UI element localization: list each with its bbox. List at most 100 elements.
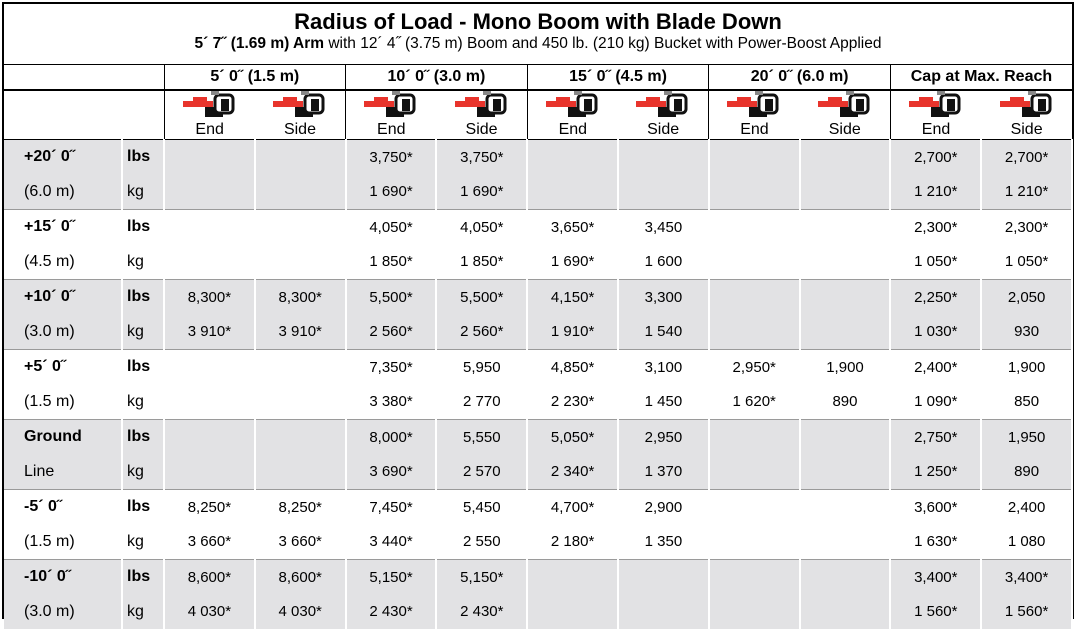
empty-cell [255, 140, 346, 175]
value-cell: 2,700* [981, 140, 1072, 175]
subtitle-bold: 5´ 7˝ (1.69 m) Arm [195, 35, 325, 52]
top [664, 91, 672, 95]
empty-cell [800, 315, 891, 350]
sub-header: Side [981, 90, 1072, 140]
value-cell: 1 370 [618, 455, 709, 490]
empty-cell [800, 560, 891, 595]
value-cell: 2,750* [890, 420, 981, 455]
value-cell: 3 910* [164, 315, 255, 350]
empty-cell [800, 420, 891, 455]
empty-cell [800, 280, 891, 315]
window [221, 99, 229, 111]
value-cell: 1 050* [890, 245, 981, 280]
group-header-row: 5´ 0˝ (1.5 m)10´ 0˝ (3.0 m)15´ 0˝ (4.5 m… [4, 65, 1072, 90]
row-label: Ground [4, 420, 122, 455]
arm [828, 97, 842, 101]
value-cell: 4,700* [527, 490, 618, 525]
value-cell: 1,950 [981, 420, 1072, 455]
unit-label: kg [122, 175, 164, 210]
value-cell: 2 430* [346, 595, 437, 629]
empty-cell [255, 350, 346, 385]
group-header: 10´ 0˝ (3.0 m) [346, 65, 528, 90]
sub-header: End [164, 90, 255, 140]
sub-header: Side [255, 90, 346, 140]
arm [465, 97, 479, 101]
header: Radius of Load - Mono Boom with Blade Do… [4, 4, 1072, 65]
sub-header: End [890, 90, 981, 140]
window [856, 99, 864, 111]
window [311, 99, 319, 111]
value-cell: 5,500* [346, 280, 437, 315]
machine-icon [907, 91, 965, 121]
value-cell: 2 560* [346, 315, 437, 350]
empty-cell [800, 175, 891, 210]
sub-header-label: End [709, 121, 799, 139]
empty-cell [255, 245, 346, 280]
value-cell: 1 050* [981, 245, 1072, 280]
value-cell: 5,550 [436, 420, 527, 455]
value-cell: 3,750* [346, 140, 437, 175]
row-label: -10´ 0˝ [4, 560, 122, 595]
value-cell: 1 690* [527, 245, 618, 280]
top [392, 91, 400, 95]
top [755, 91, 763, 95]
machine-icon [453, 91, 511, 121]
empty-cell [709, 315, 800, 350]
sub-header: Side [618, 90, 709, 140]
value-cell: 2,950 [618, 420, 709, 455]
unit-label: kg [122, 595, 164, 629]
value-cell: 8,300* [164, 280, 255, 315]
unit-label: lbs [122, 210, 164, 245]
sub-header-label: End [346, 121, 436, 139]
empty-cell [800, 455, 891, 490]
unit-label: lbs [122, 420, 164, 455]
value-cell: 2,400* [890, 350, 981, 385]
arm [919, 97, 933, 101]
row-label: (3.0 m) [4, 595, 122, 629]
arm [556, 97, 570, 101]
arm [283, 97, 297, 101]
value-cell: 3 690* [346, 455, 437, 490]
empty-cell [709, 595, 800, 629]
window [493, 99, 501, 111]
value-cell: 3 440* [346, 525, 437, 560]
value-cell: 890 [981, 455, 1072, 490]
top [301, 91, 309, 95]
value-cell: 8,250* [164, 490, 255, 525]
empty-cell [527, 175, 618, 210]
empty-cell [618, 175, 709, 210]
unit-label: lbs [122, 490, 164, 525]
window [765, 99, 773, 111]
value-cell: 8,600* [164, 560, 255, 595]
arm [364, 101, 394, 107]
empty-cell [164, 350, 255, 385]
empty-cell [800, 490, 891, 525]
title: Radius of Load - Mono Boom with Blade Do… [4, 4, 1072, 34]
value-cell: 2 770 [436, 385, 527, 420]
top [483, 91, 491, 95]
value-cell: 7,350* [346, 350, 437, 385]
sub-header: End [527, 90, 618, 140]
value-cell: 1,900 [800, 350, 891, 385]
value-cell: 3,600* [890, 490, 981, 525]
top [846, 91, 854, 95]
value-cell: 1 850* [436, 245, 527, 280]
arm [273, 101, 303, 107]
row-label: +20´ 0˝ [4, 140, 122, 175]
arm [737, 97, 751, 101]
arm [374, 97, 388, 101]
value-cell: 930 [981, 315, 1072, 350]
row-label: Line [4, 455, 122, 490]
arm [818, 101, 848, 107]
row-label: (6.0 m) [4, 175, 122, 210]
empty-cell [618, 595, 709, 629]
value-cell: 1 250* [890, 455, 981, 490]
empty-cell [800, 140, 891, 175]
